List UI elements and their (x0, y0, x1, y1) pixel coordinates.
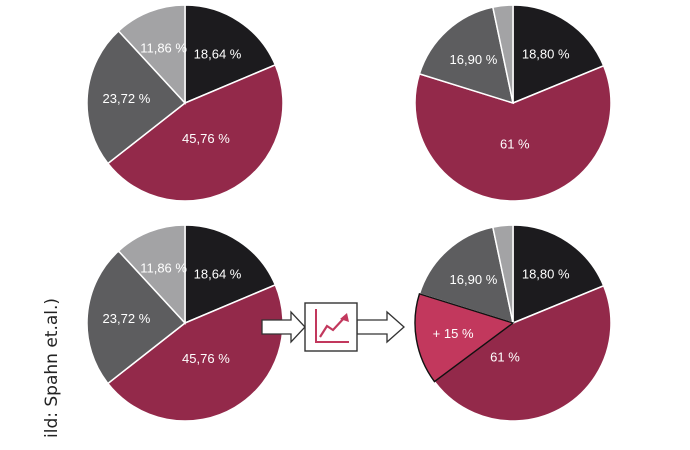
pie-slice (414, 64, 612, 202)
right-arrow (356, 310, 405, 344)
pie-slice-label: 11,86 % (140, 261, 187, 276)
pie-slice-label: 18,64 % (194, 47, 242, 62)
pie-slice-label: 61 % (490, 350, 520, 365)
pie-slice (512, 224, 605, 325)
pie-slice (117, 4, 186, 105)
pie-slice-label: 16,90 % (450, 272, 498, 287)
pie-slice-label: + 15 % (433, 326, 474, 341)
pie-slice-label: 45,76 % (182, 351, 230, 366)
pie-slice (184, 4, 277, 105)
pie-slice (418, 6, 514, 105)
left-arrow (261, 310, 306, 344)
pie-slice (86, 249, 187, 385)
pie-slice-label: 45,76 % (182, 131, 230, 146)
pie-slice (418, 226, 514, 325)
pie-slice-label: 11,86 % (140, 41, 187, 56)
pie-slice (117, 224, 186, 325)
image-credit: ild: Spahn et.al.) (34, 240, 64, 450)
pie-bottom-right: 18,80 % 61 % 16,90 % + 15 % (414, 224, 612, 422)
pie-top-left: 18,64 % 45,76 % 23,72 % 11,86 % (86, 4, 284, 202)
pie-slice (491, 4, 514, 104)
pie-slice-label: 23,72 % (103, 311, 151, 326)
pie-slice-label: 23,72 % (103, 91, 151, 106)
rising-chart-icon (304, 302, 358, 352)
pie-slice-label: 61 % (500, 137, 530, 152)
pie-slice-label: 18,64 % (194, 267, 242, 282)
pie-top-right: 18,80 % 61 % 16,90 % (414, 4, 612, 202)
pie-slice (106, 63, 284, 202)
pie-slice-label: 18,80 % (522, 47, 570, 62)
transition-arrows (261, 302, 405, 352)
pie-slice-label: 16,90 % (450, 52, 498, 67)
pie-slice (491, 224, 514, 324)
pie-slice (512, 4, 605, 105)
pie-slice (184, 224, 277, 325)
pie-slice-highlight (414, 293, 515, 383)
pie-slice-label: 18,80 % (522, 267, 570, 282)
pie-slice (86, 29, 187, 165)
pie-bottom-left: 18,64 % 45,76 % 23,72 % 11,86 % (86, 224, 284, 422)
image-credit-text: ild: Spahn et.al.) (42, 297, 62, 438)
